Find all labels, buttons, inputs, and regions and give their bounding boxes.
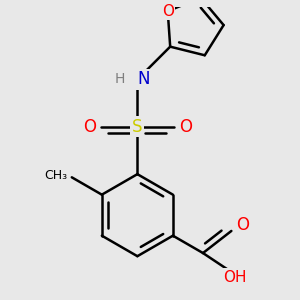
Text: O: O xyxy=(162,4,174,19)
Text: OH: OH xyxy=(223,269,246,284)
Text: N: N xyxy=(137,70,150,88)
Text: S: S xyxy=(132,118,142,136)
Text: CH₃: CH₃ xyxy=(44,169,68,182)
Text: H: H xyxy=(115,73,125,86)
Text: O: O xyxy=(236,216,249,234)
Text: O: O xyxy=(83,118,96,136)
Text: O: O xyxy=(179,118,192,136)
